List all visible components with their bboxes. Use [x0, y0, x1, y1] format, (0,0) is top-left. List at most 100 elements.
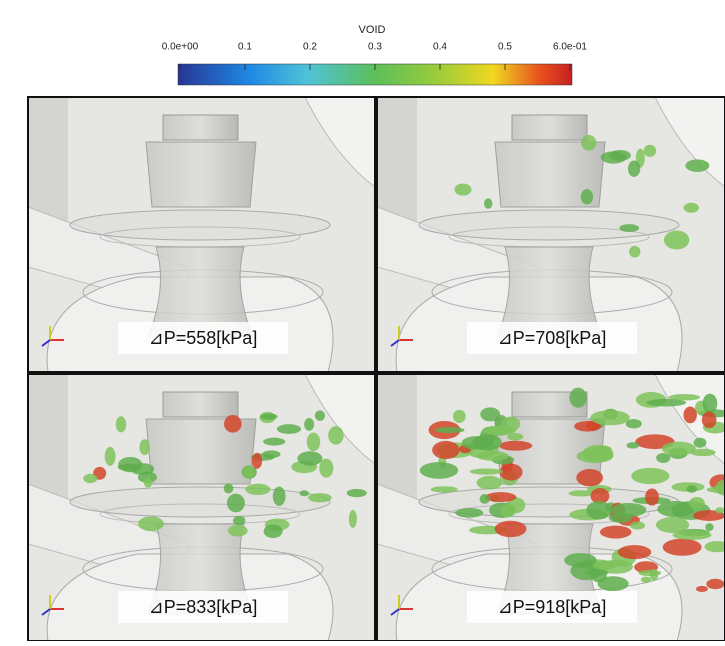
void-blob	[702, 411, 717, 428]
upper-cylinder	[146, 142, 256, 207]
void-blob	[564, 553, 597, 567]
void-blob	[581, 189, 593, 204]
void-blob	[420, 462, 458, 479]
void-blob	[500, 464, 523, 481]
void-blob	[686, 485, 696, 493]
void-blob	[644, 145, 656, 157]
colorbar-tick-label: 0.1	[238, 42, 252, 53]
void-blob	[569, 388, 586, 408]
void-blob	[585, 570, 608, 576]
void-blob	[264, 525, 283, 539]
void-blob	[242, 465, 254, 478]
void-blob	[696, 586, 708, 592]
void-blob	[656, 517, 689, 533]
void-blob	[638, 570, 661, 576]
void-blob	[501, 417, 520, 432]
panel: ⊿P=918[kPa]	[377, 374, 725, 641]
void-blob	[609, 513, 633, 523]
colorbar-tick-label: 0.3	[368, 42, 382, 53]
void-blob	[694, 438, 707, 448]
void-blob	[705, 523, 713, 531]
void-blob	[432, 441, 460, 459]
colorbar-tick-label: 0.4	[433, 42, 447, 53]
void-blob	[619, 224, 639, 232]
void-blob	[664, 231, 689, 250]
void-blob	[590, 410, 630, 425]
void-blob	[273, 487, 286, 506]
void-blob	[683, 407, 696, 424]
void-blob	[308, 493, 332, 502]
void-blob	[641, 577, 651, 583]
void-blob	[703, 394, 718, 414]
void-blob	[706, 579, 724, 589]
void-blob	[499, 441, 532, 451]
void-blob	[455, 184, 472, 196]
back-wall	[377, 97, 417, 227]
void-blob	[656, 453, 670, 463]
panel: ⊿P=708[kPa]	[377, 97, 725, 372]
void-blob	[138, 516, 164, 531]
void-blob	[228, 525, 248, 536]
void-blob	[83, 474, 97, 483]
back-wall	[28, 374, 68, 504]
figure: VOID 0.0e+000.10.20.30.40.56.0e-01 ⊿P=55…	[0, 0, 725, 641]
panel-label: ⊿P=833[kPa]	[149, 597, 258, 617]
void-blob	[144, 477, 152, 487]
void-blob	[233, 516, 245, 525]
panel: ⊿P=558[kPa]	[28, 97, 375, 372]
void-blob	[586, 501, 612, 519]
void-blob	[609, 150, 631, 161]
void-blob	[576, 469, 603, 486]
void-blob	[105, 447, 116, 466]
void-blob	[139, 439, 149, 455]
void-blob	[631, 468, 669, 484]
void-blob	[455, 508, 483, 518]
colorbar-tick-label: 0.5	[498, 42, 512, 53]
ring	[70, 487, 330, 517]
void-blob	[685, 159, 709, 172]
colorbar-title: VOID	[359, 24, 386, 36]
void-blob	[227, 494, 245, 513]
void-blob	[299, 490, 309, 496]
void-blob	[328, 426, 344, 445]
hub-top	[163, 392, 238, 417]
void-blob	[263, 438, 285, 446]
void-blob	[618, 545, 651, 559]
void-blob	[224, 483, 234, 493]
void-blob	[662, 442, 696, 456]
void-blob	[600, 526, 632, 539]
hub-top	[512, 115, 587, 140]
void-blob	[116, 416, 126, 432]
void-blob	[304, 418, 314, 431]
void-blob	[689, 497, 705, 509]
void-blob	[477, 451, 509, 461]
void-blob	[435, 427, 464, 433]
void-blob	[715, 507, 724, 513]
void-blob	[480, 494, 490, 504]
back-wall	[377, 374, 417, 504]
panel: ⊿P=833[kPa]	[28, 374, 375, 641]
hub-top	[163, 115, 238, 140]
void-blob	[581, 135, 596, 151]
colorbar-tick-label: 6.0e-01	[553, 42, 587, 53]
void-blob	[484, 198, 492, 209]
void-blob	[431, 486, 458, 492]
void-blob	[224, 415, 242, 433]
void-blob	[315, 410, 325, 421]
void-blob	[349, 510, 357, 528]
void-blob	[663, 539, 702, 556]
ring	[70, 210, 330, 240]
void-blob	[245, 484, 270, 495]
void-blob	[252, 453, 262, 469]
void-blob	[628, 160, 640, 176]
void-blob	[500, 504, 515, 517]
ring	[419, 210, 679, 240]
void-blob	[477, 476, 502, 490]
void-blob	[347, 489, 367, 497]
colorbar-tick-label: 0.0e+00	[162, 42, 199, 53]
void-blob	[668, 394, 700, 401]
void-blob	[277, 424, 301, 434]
void-blob	[307, 433, 320, 452]
void-blob	[485, 492, 516, 502]
void-blob	[627, 442, 640, 448]
